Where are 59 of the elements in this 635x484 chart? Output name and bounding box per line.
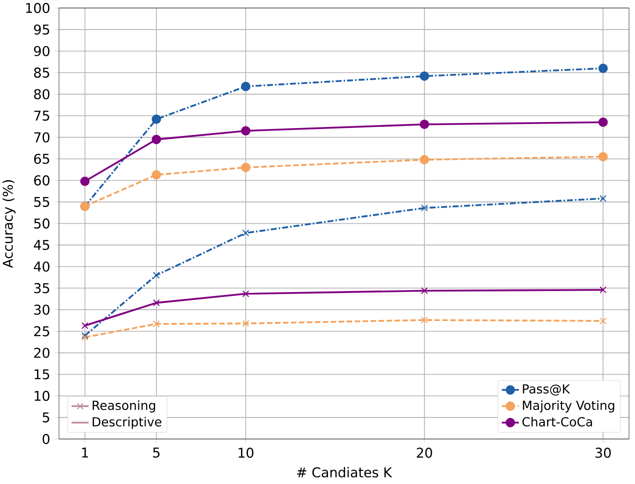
- y-tick-label: 60: [34, 175, 50, 186]
- annotation: Reasoning: [92, 400, 156, 412]
- y-tick-label: 50: [34, 218, 50, 229]
- point: [242, 290, 250, 298]
- point: [81, 322, 88, 330]
- point: [152, 114, 162, 124]
- point: [152, 170, 162, 180]
- y-tick-label: 70: [34, 132, 50, 142]
- point: [600, 195, 607, 202]
- point: [420, 155, 430, 164]
- y-tick-label: 0: [42, 434, 50, 444]
- point: [152, 272, 160, 279]
- y-tick-label: 15: [34, 369, 50, 380]
- point: [152, 320, 160, 328]
- point: [241, 82, 250, 92]
- point: [600, 286, 607, 294]
- y-tick-label: 65: [34, 154, 50, 164]
- legend-label: Majority Voting: [522, 400, 614, 412]
- point: [598, 152, 608, 162]
- point: [80, 176, 90, 186]
- point: [420, 287, 428, 294]
- point: [241, 162, 250, 172]
- y-tick-label: 10: [34, 390, 50, 401]
- point: [598, 64, 608, 74]
- y-tick-label: 45: [34, 240, 50, 250]
- annotation: Descriptive: [92, 416, 162, 429]
- point: [420, 120, 430, 130]
- y-tick-label: 95: [34, 24, 50, 35]
- y-tick-label: 100: [26, 2, 50, 14]
- x-tick-label: 1: [82, 448, 88, 458]
- y-tick-label: 55: [34, 196, 50, 207]
- point: [152, 299, 160, 306]
- x-tick-label: 10: [238, 448, 254, 458]
- x-tick-label: 5: [153, 448, 160, 458]
- point: [420, 71, 430, 81]
- y-tick-label: 35: [34, 283, 50, 294]
- y-tick-label: 25: [34, 326, 50, 336]
- y-axis-title: Accuracy (%): [2, 180, 16, 268]
- y-tick-label: 90: [34, 46, 50, 56]
- point: [600, 317, 607, 324]
- point: [420, 204, 428, 212]
- x-axis-title: # Candiates K: [297, 467, 392, 478]
- legend-label: Chart-CoCa: [522, 416, 592, 427]
- legend-label: Pass@K: [522, 384, 570, 396]
- y-tick-label: 75: [34, 110, 50, 121]
- y-tick-label: 40: [34, 262, 50, 272]
- point: [420, 316, 428, 324]
- point: [242, 230, 250, 236]
- y-tick-label: 5: [42, 412, 50, 422]
- y-tick-label: 30: [34, 304, 50, 315]
- y-tick-label: 85: [34, 68, 50, 78]
- x-tick-label: 20: [416, 448, 432, 458]
- x-tick-label: 30: [596, 448, 611, 458]
- y-tick-label: 20: [34, 348, 50, 358]
- point: [598, 118, 608, 127]
- y-tick-label: 80: [34, 89, 50, 100]
- point: [242, 320, 250, 327]
- point: [241, 126, 250, 136]
- point: [152, 134, 162, 144]
